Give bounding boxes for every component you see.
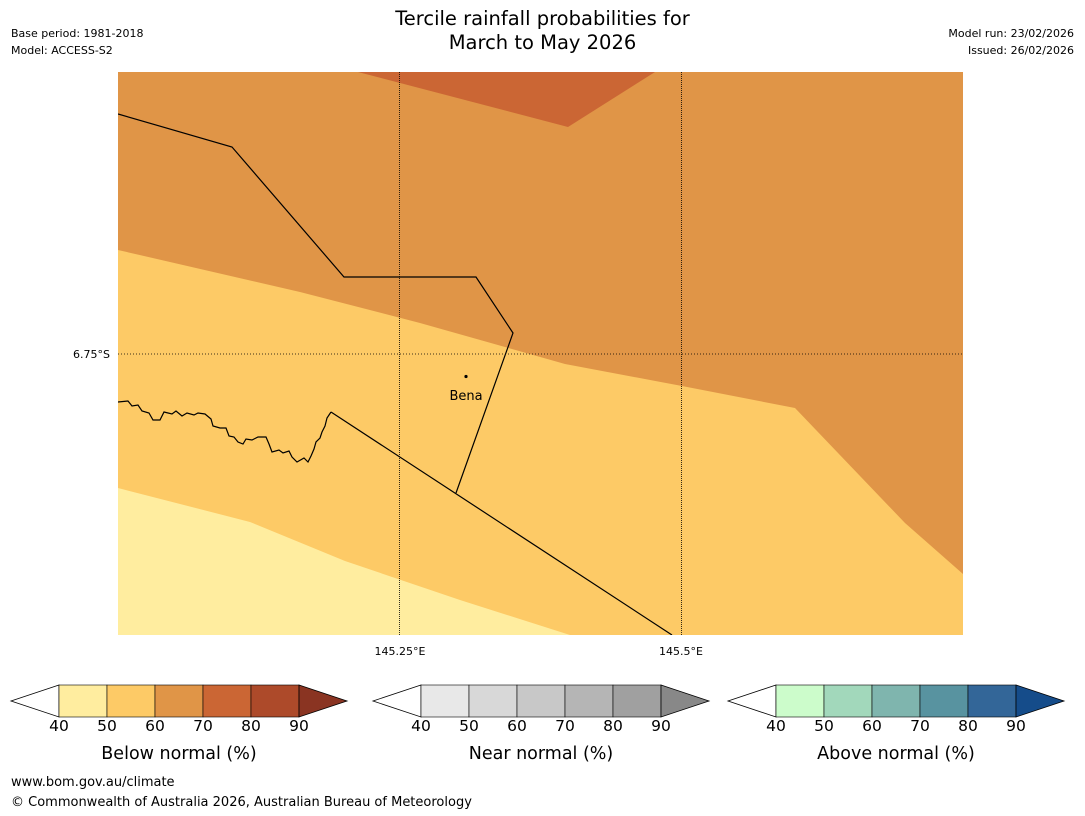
above-tick-60: 60 [862, 717, 882, 735]
near-segment-4 [564, 684, 614, 718]
below-tick-80: 80 [241, 717, 261, 735]
region-below-40-50 [118, 488, 570, 635]
colorbar-above-normal [726, 684, 1066, 718]
near-tick-90: 90 [651, 717, 671, 735]
river-boundary [118, 400, 332, 464]
province-boundary-south [330, 411, 673, 635]
below-segment-3 [154, 684, 204, 718]
above-tick-50: 50 [814, 717, 834, 735]
below-tick-70: 70 [193, 717, 213, 735]
below-normal-title: Below normal (%) [101, 744, 257, 764]
colorbar-below-normal [9, 684, 349, 718]
below-extend-high [298, 684, 349, 718]
near-extend-high [660, 684, 711, 718]
below-segment-5 [250, 684, 300, 718]
latitude-label: 6.75°S [73, 348, 110, 361]
above-normal-title: Above normal (%) [817, 744, 975, 764]
near-tick-80: 80 [603, 717, 623, 735]
region-below-50-60 [118, 250, 963, 635]
above-tick-40: 40 [766, 717, 786, 735]
below-segment-4 [202, 684, 252, 718]
longitude-label-145-5: 145.5°E [659, 645, 703, 658]
below-tick-90: 90 [289, 717, 309, 735]
model-run: Model run: 23/02/2026 [948, 27, 1074, 40]
near-segment-1 [420, 684, 470, 718]
near-tick-40: 40 [411, 717, 431, 735]
above-segment-2 [823, 684, 873, 718]
near-extend-low [371, 684, 422, 718]
longitude-label-145-25: 145.25°E [375, 645, 426, 658]
near-normal-title: Near normal (%) [468, 744, 614, 764]
forecast-map: Bena 6.75°S 145.25°E 145.5°E [73, 72, 963, 658]
above-tick-80: 80 [958, 717, 978, 735]
near-segment-2 [468, 684, 518, 718]
issued-date: Issued: 26/02/2026 [967, 44, 1074, 57]
above-tick-70: 70 [910, 717, 930, 735]
below-tick-40: 40 [49, 717, 69, 735]
title-line-1: Tercile rainfall probabilities for [395, 7, 690, 30]
meta-left: Base period: 1981-2018 Model: ACCESS-S2 [11, 25, 143, 59]
footer-url: www.bom.gov.au/climate [11, 775, 175, 790]
near-tick-60: 60 [507, 717, 527, 735]
above-extend-low [726, 684, 777, 718]
bena-town-marker [464, 374, 468, 379]
above-segment-4 [919, 684, 969, 718]
province-boundary-north [118, 113, 514, 494]
below-segment-2 [106, 684, 156, 718]
above-extend-high [1015, 684, 1066, 718]
near-segment-3 [516, 684, 566, 718]
above-tick-90: 90 [1006, 717, 1026, 735]
above-segment-1 [775, 684, 825, 718]
colorbar-near-normal [371, 684, 711, 718]
below-tick-50: 50 [97, 717, 117, 735]
near-tick-70: 70 [555, 717, 575, 735]
meta-right: Model run: 23/02/2026 Issued: 26/02/2026 [948, 25, 1074, 59]
footer-copyright: © Commonwealth of Australia 2026, Austra… [11, 795, 472, 810]
colorbars [9, 684, 1066, 718]
below-segment-1 [58, 684, 108, 718]
near-segment-5 [612, 684, 662, 718]
model-name: Model: ACCESS-S2 [11, 44, 113, 57]
bena-label: Bena [449, 389, 482, 404]
chart-title: Tercile rainfall probabilities for March… [0, 7, 1085, 55]
near-tick-50: 50 [459, 717, 479, 735]
title-line-2: March to May 2026 [448, 31, 637, 54]
region-below-70-80 [358, 72, 655, 127]
below-tick-60: 60 [145, 717, 165, 735]
above-segment-5 [967, 684, 1017, 718]
base-period: Base period: 1981-2018 [11, 27, 144, 40]
above-segment-3 [871, 684, 921, 718]
below-extend-low [9, 684, 60, 718]
